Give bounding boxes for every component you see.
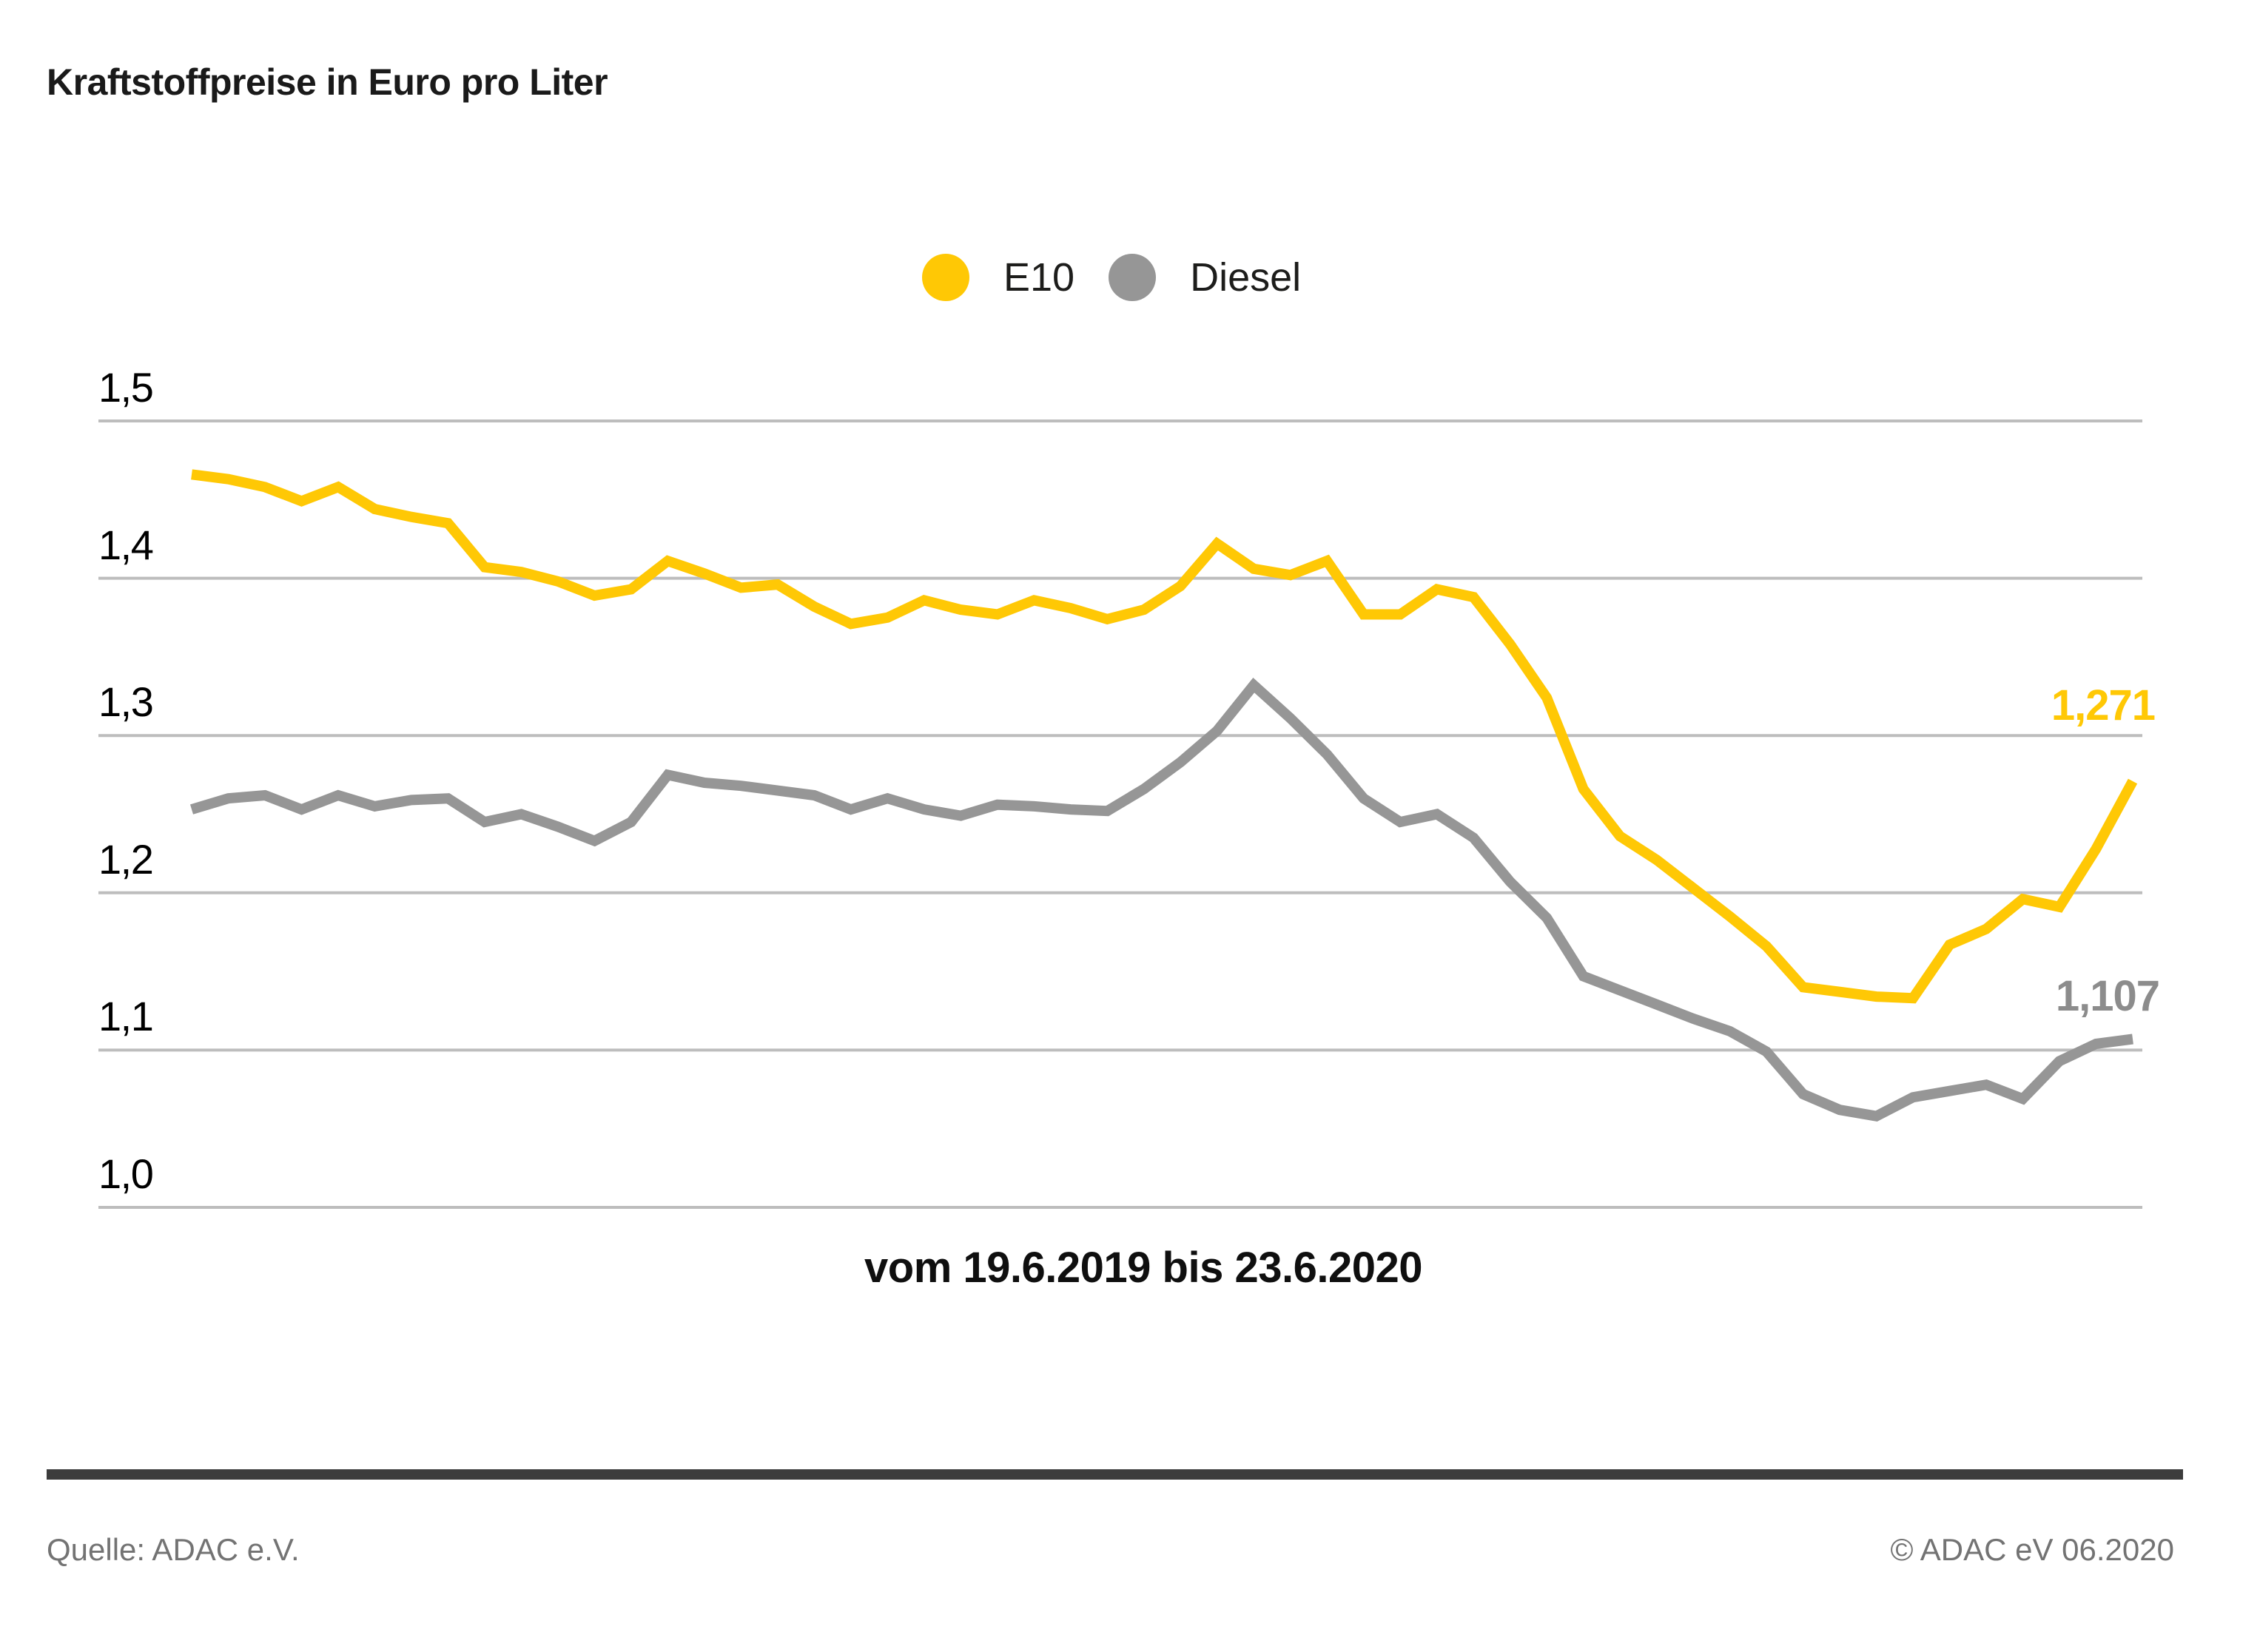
e10-end-value-label: 1,271	[2051, 681, 2156, 729]
y-tick-label: 1,2	[98, 835, 154, 883]
legend-label-diesel: Diesel	[1190, 255, 1302, 300]
series-line-e10	[191, 469, 2138, 1004]
source-note: Quelle: ADAC e.V.	[47, 1532, 300, 1567]
legend-dot-diesel	[1109, 254, 1157, 301]
legend: E10 Diesel	[922, 253, 1301, 302]
legend-dot-e10	[922, 254, 969, 301]
y-tick-label: 1,0	[98, 1150, 154, 1197]
diesel-end-value-label: 1,107	[2055, 972, 2160, 1020]
footer-divider	[47, 1469, 2183, 1480]
legend-label-e10: E10	[1003, 255, 1075, 300]
page-title: Kraftstoffpreise in Euro pro Liter	[47, 61, 608, 103]
y-tick-label: 1,5	[98, 364, 154, 411]
y-tick-label: 1,4	[98, 521, 154, 568]
y-tick-label: 1,3	[98, 678, 154, 726]
copyright-note: © ADAC eV 06.2020	[1890, 1532, 2174, 1567]
series-line-diesel	[189, 678, 2133, 1122]
y-tick-label: 1,1	[98, 993, 154, 1040]
x-axis-range-label: vom 19.6.2019 bis 23.6.2020	[864, 1244, 1422, 1292]
